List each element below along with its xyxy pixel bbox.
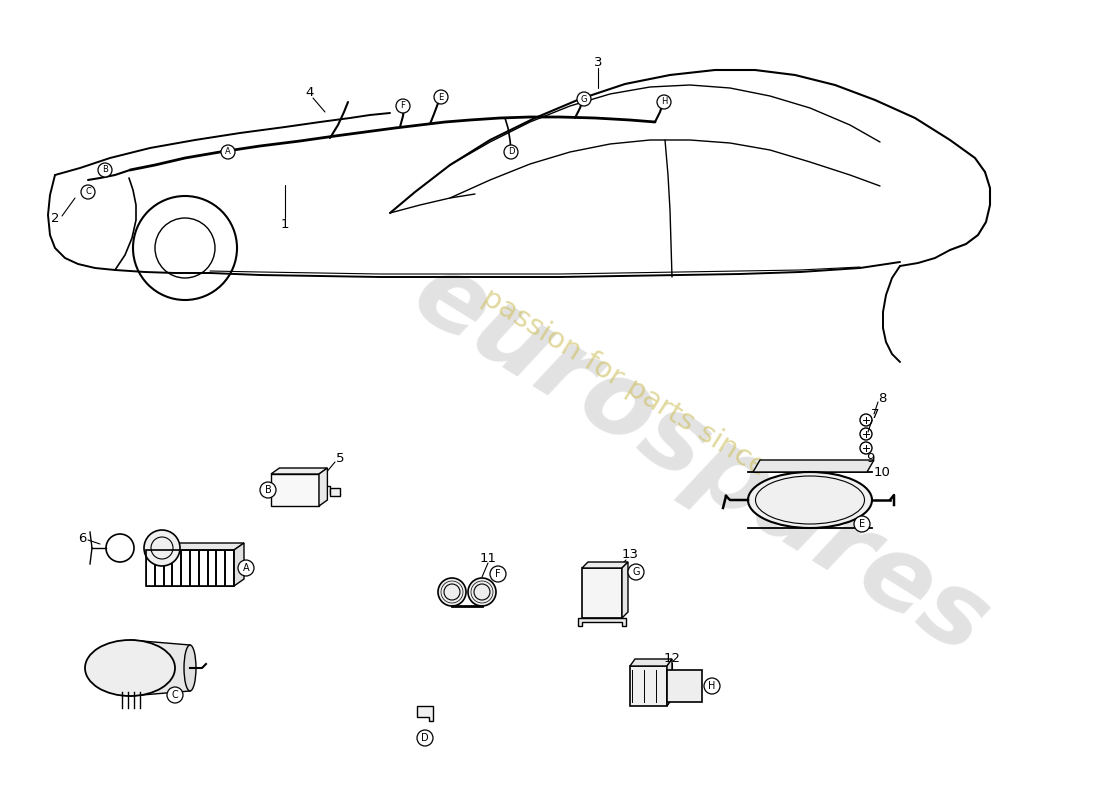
Text: 8: 8 xyxy=(878,391,887,405)
Polygon shape xyxy=(146,550,154,586)
Polygon shape xyxy=(417,706,433,721)
Text: 10: 10 xyxy=(873,466,890,478)
Circle shape xyxy=(260,482,276,498)
Circle shape xyxy=(396,99,410,113)
Circle shape xyxy=(221,145,235,159)
Polygon shape xyxy=(621,562,628,618)
Text: 5: 5 xyxy=(336,451,344,465)
Circle shape xyxy=(238,560,254,576)
Circle shape xyxy=(578,92,591,106)
Polygon shape xyxy=(130,640,190,696)
Polygon shape xyxy=(319,468,328,506)
Text: H: H xyxy=(661,98,668,106)
Text: F: F xyxy=(400,102,406,110)
Text: 11: 11 xyxy=(480,551,496,565)
Text: B: B xyxy=(265,485,272,495)
Circle shape xyxy=(657,95,671,109)
Polygon shape xyxy=(582,562,628,568)
Text: D: D xyxy=(508,147,515,157)
Polygon shape xyxy=(217,550,224,586)
Text: G: G xyxy=(632,567,640,577)
Text: G: G xyxy=(581,94,587,103)
Circle shape xyxy=(81,185,95,199)
Text: 1: 1 xyxy=(280,218,289,231)
Ellipse shape xyxy=(85,640,175,696)
Polygon shape xyxy=(199,550,207,586)
Text: B: B xyxy=(102,166,108,174)
Polygon shape xyxy=(208,550,216,586)
Polygon shape xyxy=(182,550,189,586)
Text: 9: 9 xyxy=(866,451,874,465)
Polygon shape xyxy=(226,550,233,586)
Circle shape xyxy=(167,687,183,703)
Circle shape xyxy=(504,145,518,159)
Ellipse shape xyxy=(184,645,196,691)
Polygon shape xyxy=(146,543,244,550)
Circle shape xyxy=(438,578,466,606)
Circle shape xyxy=(854,516,870,532)
Text: passion for parts since 1985: passion for parts since 1985 xyxy=(477,283,843,526)
Circle shape xyxy=(144,530,180,566)
Ellipse shape xyxy=(748,472,872,528)
Circle shape xyxy=(98,163,112,177)
Text: C: C xyxy=(85,187,91,197)
Circle shape xyxy=(434,90,448,104)
Polygon shape xyxy=(155,550,163,586)
Polygon shape xyxy=(630,659,672,666)
Polygon shape xyxy=(667,670,702,702)
Text: 4: 4 xyxy=(306,86,315,98)
Text: H: H xyxy=(708,681,716,691)
Polygon shape xyxy=(173,550,180,586)
Text: A: A xyxy=(243,563,250,573)
Text: E: E xyxy=(439,93,443,102)
Text: 2: 2 xyxy=(51,211,59,225)
Text: F: F xyxy=(495,569,500,579)
Text: 13: 13 xyxy=(621,549,638,562)
Text: 12: 12 xyxy=(663,651,681,665)
Circle shape xyxy=(628,564,643,580)
Circle shape xyxy=(490,566,506,582)
Polygon shape xyxy=(190,550,198,586)
Polygon shape xyxy=(582,568,621,618)
Polygon shape xyxy=(630,666,667,706)
Polygon shape xyxy=(578,618,626,626)
Polygon shape xyxy=(234,543,244,586)
Text: eurospares: eurospares xyxy=(394,242,1005,678)
Text: D: D xyxy=(421,733,429,743)
Text: 6: 6 xyxy=(78,531,86,545)
Text: E: E xyxy=(859,519,865,529)
Circle shape xyxy=(704,678,720,694)
Polygon shape xyxy=(164,550,172,586)
Text: C: C xyxy=(172,690,178,700)
Polygon shape xyxy=(754,460,875,472)
Text: 7: 7 xyxy=(871,409,879,422)
Text: 3: 3 xyxy=(594,55,603,69)
Circle shape xyxy=(468,578,496,606)
Circle shape xyxy=(417,730,433,746)
Polygon shape xyxy=(271,468,328,474)
Polygon shape xyxy=(667,659,672,706)
Polygon shape xyxy=(271,474,319,506)
Polygon shape xyxy=(330,488,340,496)
Text: A: A xyxy=(226,147,231,157)
